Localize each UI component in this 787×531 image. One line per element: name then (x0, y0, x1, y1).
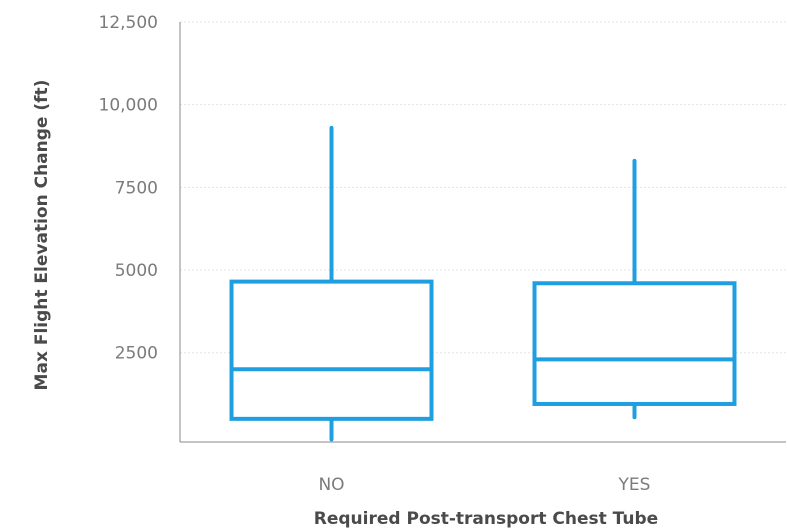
y-tick-label: 5000 (115, 261, 158, 281)
x-axis-title: Required Post-transport Chest Tube (314, 509, 658, 529)
y-tick-label: 7500 (115, 178, 158, 198)
boxes (229, 125, 737, 442)
box-group-no (229, 125, 434, 442)
box-iqr (532, 281, 737, 406)
x-tick-label: NO (318, 475, 344, 495)
box-iqr (229, 279, 434, 421)
x-tick-label: YES (618, 475, 651, 495)
y-tick-label: 10,000 (99, 96, 158, 116)
y-axis-title: Max Flight Elevation Change (ft) (32, 80, 52, 391)
axes: 2500 5000 7500 10,000 12,500 NO YES (99, 13, 786, 495)
y-tick-label: 12,500 (99, 13, 158, 33)
box-group-yes (532, 158, 737, 420)
axis-labels: Required Post-transport Chest Tube Max F… (32, 80, 658, 529)
y-tick-label: 2500 (115, 344, 158, 364)
